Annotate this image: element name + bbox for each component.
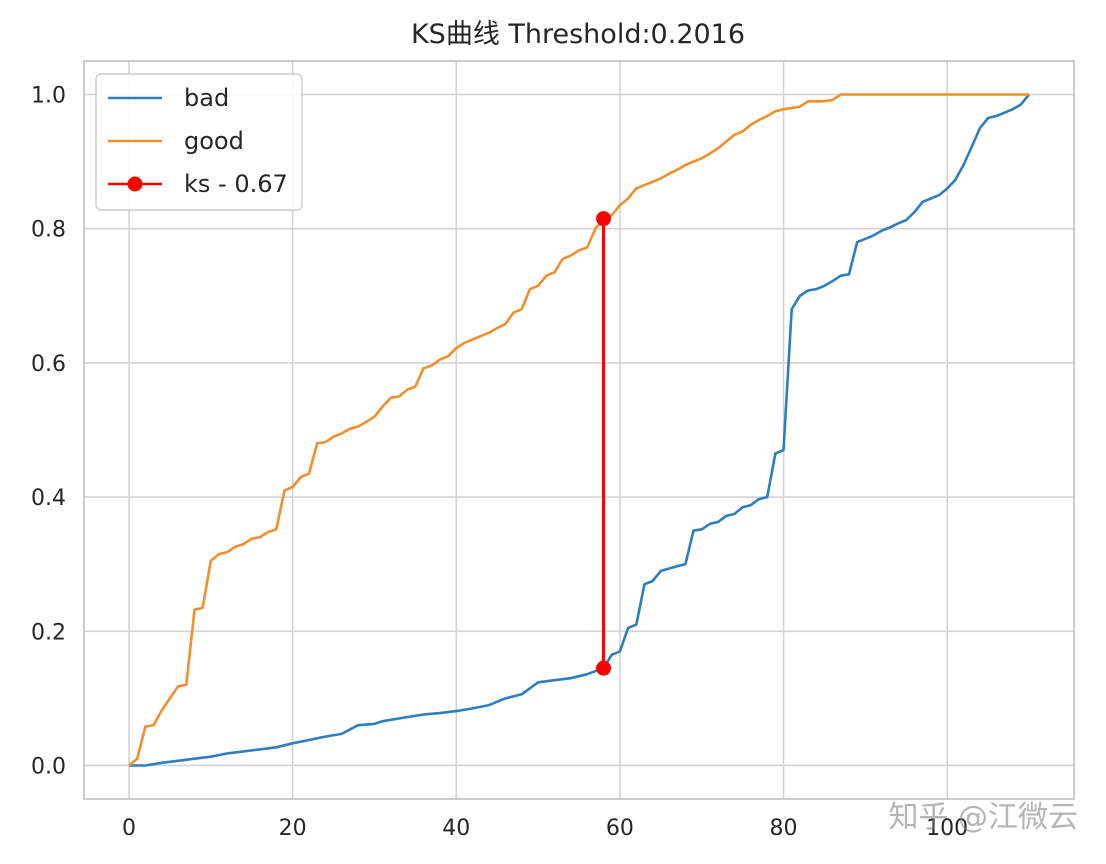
x-axis: 0 20 40 60 80 100: [122, 816, 968, 841]
legend-label: bad: [184, 84, 229, 112]
y-tick-label: 0.8: [31, 218, 66, 243]
plot-frame: [83, 60, 1075, 800]
x-tick-label: 0: [122, 816, 136, 841]
watermark: 知乎 @江微云: [888, 800, 1078, 835]
y-tick-label: 0.0: [31, 754, 66, 779]
y-tick-label: 0.4: [31, 486, 66, 511]
legend-label: good: [184, 127, 244, 155]
y-axis: 0.0 0.2 0.4 0.6 0.8 1.0: [31, 84, 66, 780]
y-tick-label: 0.6: [31, 352, 66, 377]
legend-label: ks - 0.67: [184, 170, 288, 198]
x-tick-label: 60: [606, 816, 634, 841]
chart-title: KS曲线 Threshold:0.2016: [411, 19, 745, 50]
series-line-bad: [129, 93, 1031, 767]
x-tick-label: 80: [770, 816, 798, 841]
legend: bad good ks - 0.67: [95, 73, 303, 211]
ks-point: [596, 211, 612, 227]
x-tick-label: 40: [442, 816, 470, 841]
y-tick-label: 1.0: [31, 84, 66, 109]
legend-box: [95, 73, 303, 211]
ks-point: [596, 660, 612, 676]
x-tick-label: 100: [926, 816, 968, 841]
series-line-good: [128, 93, 1029, 767]
legend-marker: [127, 176, 143, 192]
x-tick-label: 20: [279, 816, 307, 841]
series-group: [128, 93, 1031, 767]
y-tick-label: 0.2: [31, 620, 66, 645]
